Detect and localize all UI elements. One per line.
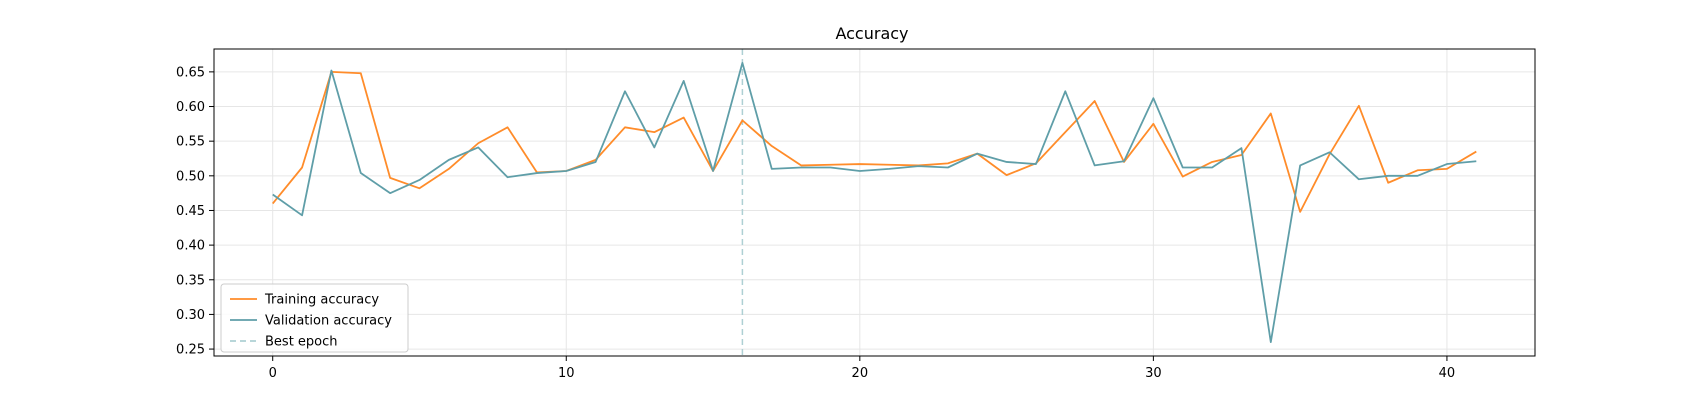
legend-label-best-epoch: Best epoch	[265, 335, 338, 350]
y-tick-label: 0.60	[176, 100, 205, 115]
y-tick-label: 0.45	[176, 204, 205, 219]
legend-label-training: Training accuracy	[264, 293, 379, 308]
x-tick-label: 10	[558, 366, 575, 381]
y-tick-label: 0.55	[176, 135, 205, 150]
legend-box	[220, 283, 409, 353]
x-tick-label: 30	[1145, 366, 1162, 381]
axes-layer: 0 10 20 30 40 0.25 0.30 0.35 0.40 0.45 0.50 0.55 0.6…	[176, 48, 1536, 381]
grid-layer	[214, 49, 1535, 356]
legend: Training accuracy Validation accuracy Best…	[220, 283, 409, 353]
chart-title: Accuracy	[835, 24, 908, 43]
y-tick-label: 0.25	[176, 343, 205, 358]
series-line-validation	[272, 61, 1477, 344]
y-tick-label: 0.30	[176, 308, 205, 323]
plot-frame	[213, 48, 1536, 357]
legend-label-validation: Validation accuracy	[265, 314, 392, 329]
x-tick-label: 20	[852, 366, 869, 381]
y-tick-label: 0.35	[176, 273, 205, 288]
y-tick-label: 0.65	[176, 65, 205, 80]
x-tick-label: 40	[1439, 366, 1456, 381]
data-layer	[272, 49, 1477, 356]
y-tick-label: 0.40	[176, 239, 205, 254]
x-tick-label: 0	[269, 366, 277, 381]
series-line-training	[272, 70, 1477, 213]
y-tick-label: 0.50	[176, 169, 205, 184]
